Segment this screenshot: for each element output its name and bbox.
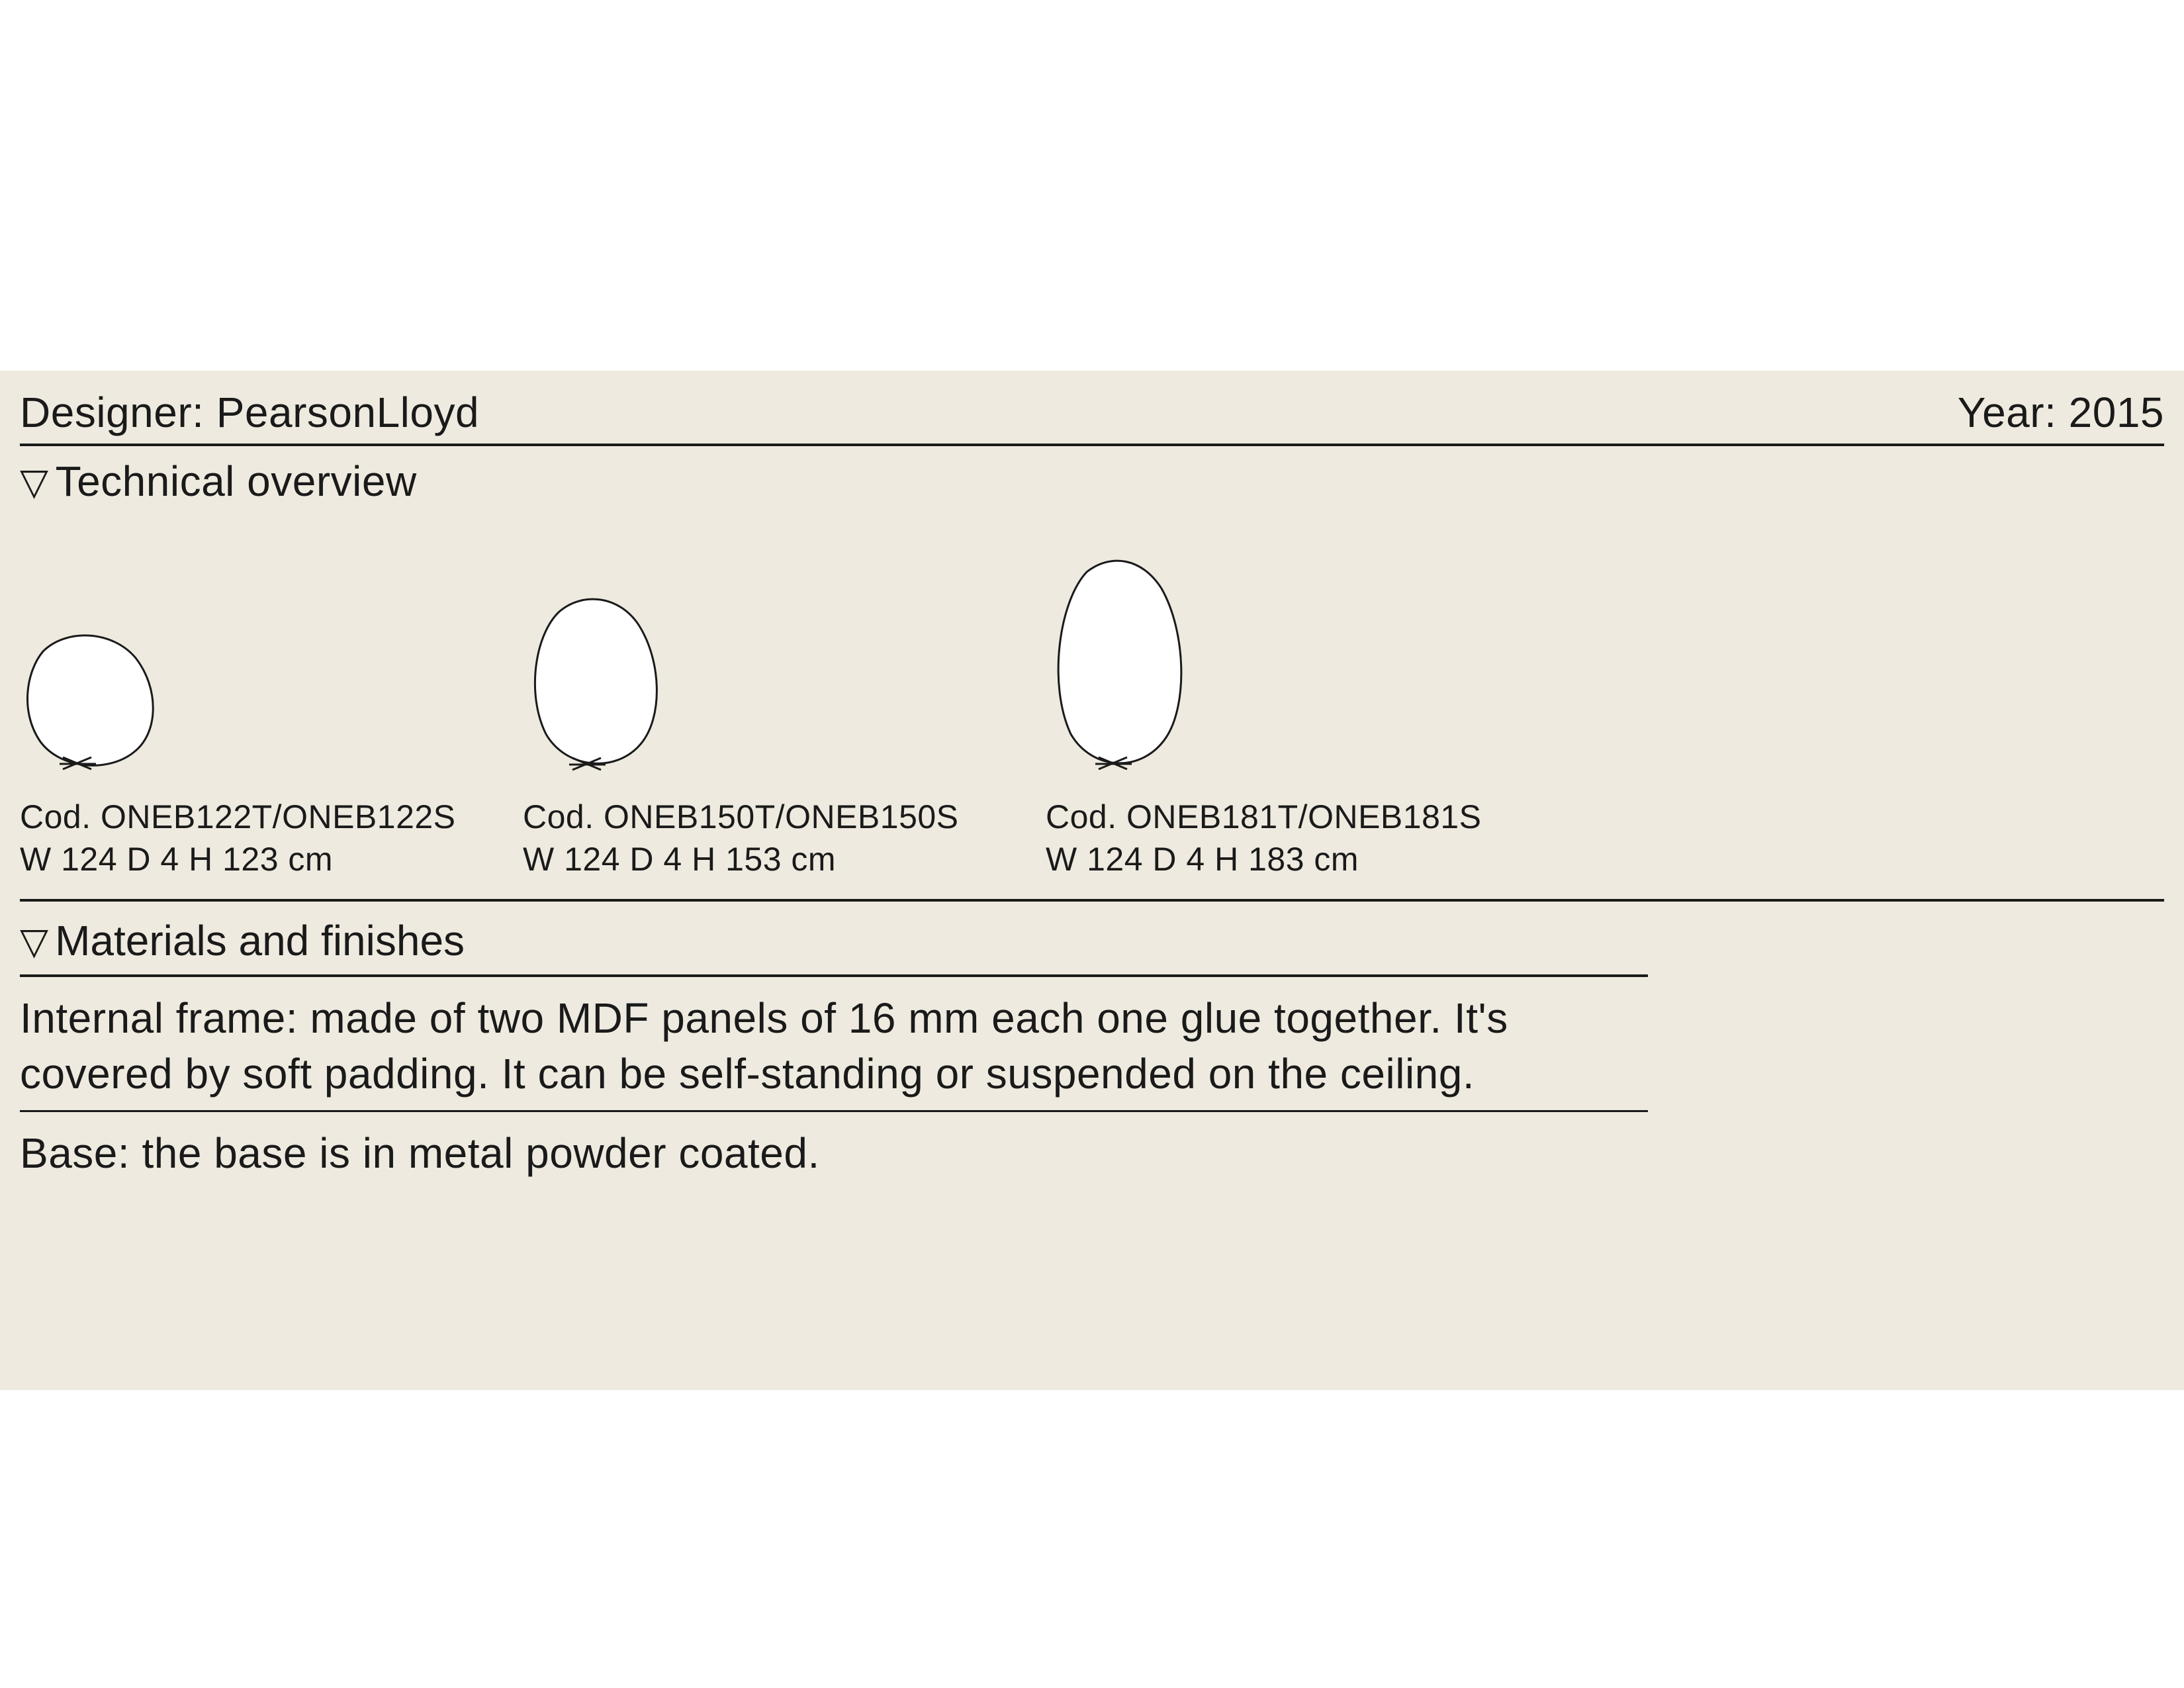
- product-item: Cod. ONEB122T/ONEB122S W 124 D 4 H 123 c…: [20, 559, 523, 880]
- product-label: Cod. ONEB181T/ONEB181S W 124 D 4 H 183 c…: [1046, 796, 1641, 880]
- triangle-down-icon: ▽: [20, 460, 49, 504]
- materials-title-text: Materials and finishes: [55, 917, 465, 964]
- designer-field: Designer: PearsonLloyd: [20, 388, 479, 437]
- product-code: Cod. ONEB181T/ONEB181S: [1046, 796, 1641, 838]
- materials-section: ▽Materials and finishes Internal frame: …: [20, 902, 1648, 1189]
- header-row: Designer: PearsonLloyd Year: 2015: [20, 371, 2164, 446]
- product-dims: W 124 D 4 H 183 cm: [1046, 838, 1641, 880]
- product-code: Cod. ONEB150T/ONEB150S: [523, 796, 1046, 838]
- technical-overview-title: ▽Technical overview: [20, 446, 2164, 512]
- product-label: Cod. ONEB150T/ONEB150S W 124 D 4 H 153 c…: [523, 796, 1046, 880]
- product-dims: W 124 D 4 H 153 cm: [523, 838, 1046, 880]
- triangle-down-icon: ▽: [20, 919, 48, 963]
- year-field: Year: 2015: [1958, 388, 2164, 437]
- product-thumbnail-icon: [20, 625, 165, 777]
- technical-title-text: Technical overview: [56, 457, 417, 505]
- product-item: Cod. ONEB181T/ONEB181S W 124 D 4 H 183 c…: [1046, 559, 1641, 880]
- designer-name: PearsonLloyd: [216, 389, 479, 436]
- page: Designer: PearsonLloyd Year: 2015 ▽Techn…: [0, 0, 2184, 1688]
- year-label: Year:: [1958, 389, 2057, 436]
- product-thumbnail-icon: [1046, 559, 1191, 777]
- designer-label: Designer:: [20, 389, 204, 436]
- year-value: 2015: [2069, 389, 2164, 436]
- product-code: Cod. ONEB122T/ONEB122S: [20, 796, 523, 838]
- materials-paragraph: Base: the base is in metal powder coated…: [20, 1112, 1648, 1189]
- products-row: Cod. ONEB122T/ONEB122S W 124 D 4 H 123 c…: [20, 512, 2164, 902]
- product-label: Cod. ONEB122T/ONEB122S W 124 D 4 H 123 c…: [20, 796, 523, 880]
- materials-title: ▽Materials and finishes: [20, 902, 1648, 977]
- product-item: Cod. ONEB150T/ONEB150S W 124 D 4 H 153 c…: [523, 559, 1046, 880]
- product-dims: W 124 D 4 H 123 cm: [20, 838, 523, 880]
- materials-paragraph: Internal frame: made of two MDF panels o…: [20, 977, 1648, 1112]
- content-band: Designer: PearsonLloyd Year: 2015 ▽Techn…: [0, 371, 2184, 1390]
- product-thumbnail-icon: [523, 595, 668, 777]
